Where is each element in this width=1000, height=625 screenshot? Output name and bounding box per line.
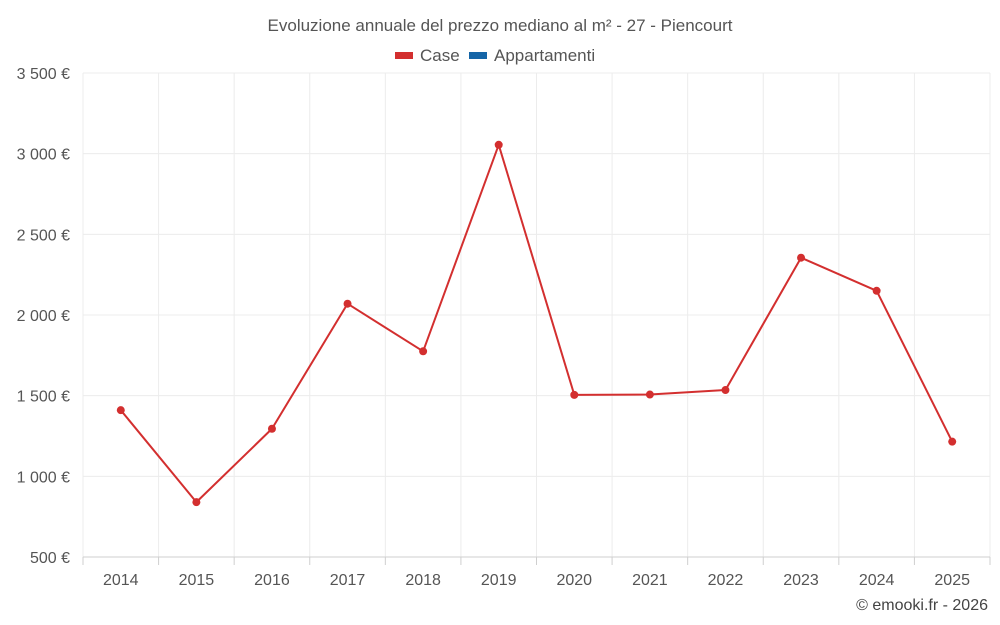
- y-axis-ticks: 500 € 1 000 € 1 500 € 2 000 € 2 500 € 3 000 €…: [17, 66, 70, 567]
- legend-item-appartamenti[interactable]: Appartamenti: [469, 46, 595, 65]
- x-tick-label: 2025: [934, 572, 970, 589]
- data-point[interactable]: [948, 437, 957, 446]
- grid: [82, 72, 991, 557]
- x-tick-label: 2022: [708, 572, 744, 589]
- legend-swatch-case: [395, 52, 413, 59]
- x-tick-label: 2016: [254, 572, 290, 589]
- y-tick-label: 1 000 €: [17, 469, 70, 486]
- data-point[interactable]: [267, 424, 276, 433]
- x-tick-label: 2019: [481, 572, 517, 589]
- data-point[interactable]: [494, 140, 503, 149]
- data-point[interactable]: [192, 498, 201, 507]
- series-line-0: [120, 143, 954, 504]
- x-tick-label: 2018: [405, 572, 441, 589]
- y-tick-label: 2 000 €: [17, 308, 70, 325]
- data-point[interactable]: [872, 286, 881, 295]
- credit-text: © emooki.fr - 2026: [856, 597, 988, 614]
- chart-title: Evoluzione annuale del prezzo mediano al…: [268, 16, 733, 35]
- data-point[interactable]: [797, 253, 806, 262]
- data-point[interactable]: [419, 347, 428, 356]
- legend-item-case[interactable]: Case: [395, 46, 460, 65]
- data-point[interactable]: [343, 299, 352, 308]
- y-tick-label: 3 000 €: [17, 147, 70, 164]
- x-tick-label: 2023: [783, 572, 819, 589]
- legend-swatch-appartamenti: [469, 52, 487, 59]
- axes: [82, 556, 991, 565]
- y-tick-label: 3 500 €: [17, 66, 70, 83]
- x-tick-label: 2017: [330, 572, 366, 589]
- legend-label-case: Case: [420, 46, 460, 65]
- x-tick-label: 2015: [179, 572, 215, 589]
- x-tick-label: 2021: [632, 572, 668, 589]
- series-case: [116, 140, 957, 507]
- legend-label-appartamenti: Appartamenti: [494, 46, 595, 65]
- y-tick-label: 1 500 €: [17, 389, 70, 406]
- x-tick-label: 2020: [556, 572, 592, 589]
- y-tick-label: 500 €: [30, 550, 70, 567]
- data-point[interactable]: [721, 386, 730, 395]
- x-tick-label: 2024: [859, 572, 895, 589]
- x-tick-label: 2014: [103, 572, 139, 589]
- x-axis-ticks: 2014 2015 2016 2017 2018 2019 2020 2021 2022 2023…: [103, 572, 970, 589]
- data-point[interactable]: [116, 406, 125, 415]
- data-point[interactable]: [645, 390, 654, 399]
- y-tick-label: 2 500 €: [17, 227, 70, 244]
- legend: Case Appartamenti: [395, 46, 595, 65]
- data-point[interactable]: [570, 390, 579, 399]
